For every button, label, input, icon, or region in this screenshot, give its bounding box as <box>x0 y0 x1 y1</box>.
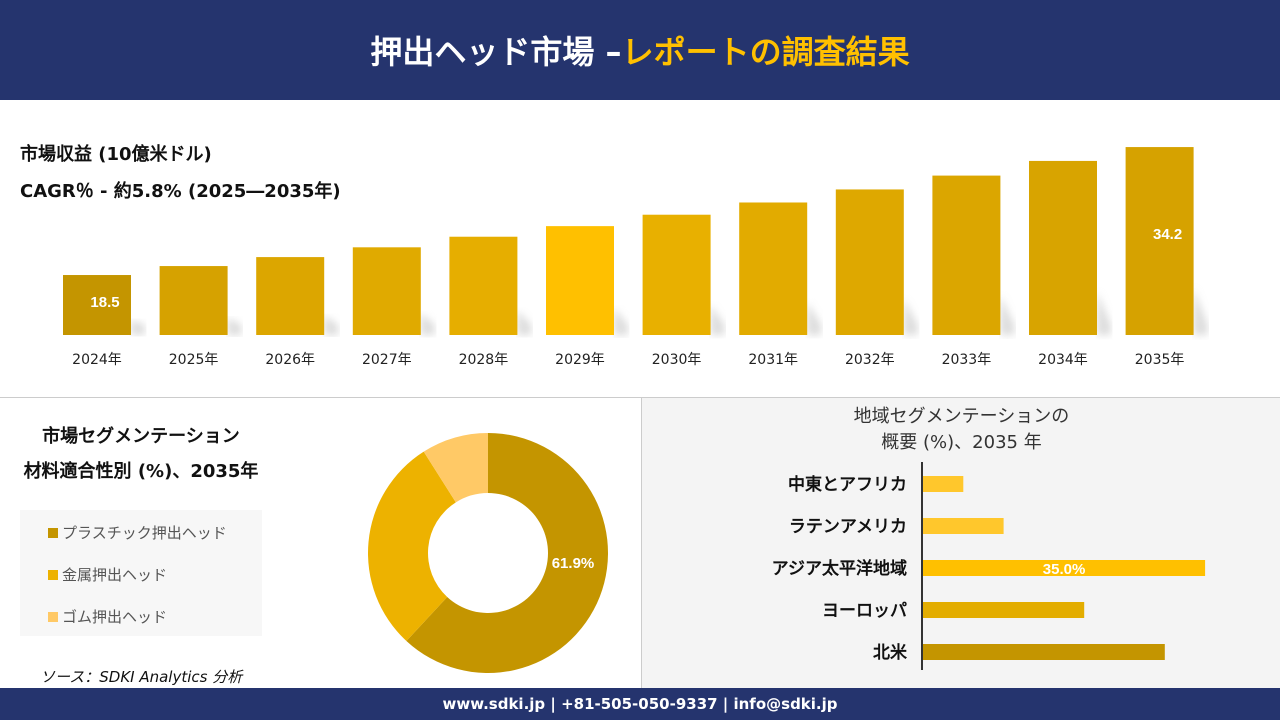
legend-item-rubber: ゴム押出ヘッド <box>48 606 167 627</box>
donut-slice-1 <box>368 451 456 641</box>
material-donut-chart: 61.9% <box>368 433 608 673</box>
cagr-subtitle: CAGR％ - 約5.8% (2025―2035年) <box>20 181 341 202</box>
legend-swatch <box>48 611 58 622</box>
x-tick-label: 2027年 <box>362 352 412 368</box>
region-panel: 地域セグメンテーションの 概要 (%)、2035 年 中東とアフリカ ラテンアメリ… <box>641 398 1280 688</box>
revenue-bar-2026年 <box>256 257 325 335</box>
segment-subtitle: 材料適合性別 (%)、2035年 <box>23 461 259 482</box>
region-title-line2: 概要 (%)、2035 年 <box>881 432 1042 453</box>
region-title-line1: 地域セグメンテーションの <box>853 406 1070 427</box>
legend-item-metal: 金属押出ヘッド <box>48 564 167 585</box>
region-bar-3 <box>923 602 1085 618</box>
revenue-bar-2027年 <box>352 247 421 335</box>
x-tick-label: 2031年 <box>748 352 798 368</box>
x-tick-label: 2030年 <box>652 352 702 368</box>
bar-shadow <box>131 320 145 335</box>
region-label: 北米 <box>873 642 908 663</box>
x-tick-label: 2026年 <box>265 352 315 368</box>
x-tick-label: 2034年 <box>1038 352 1088 368</box>
bar-shadow <box>1000 295 1015 335</box>
revenue-bar-2024年 <box>63 275 131 335</box>
region-title: 地域セグメンテーションの 概要 (%)、2035 年 <box>642 404 1280 456</box>
x-tick-label: 2028年 <box>459 352 509 368</box>
header-banner: 押出ヘッド市場 – レポートの調査結果 <box>0 0 1280 100</box>
title-accent: レポートの調査結果 <box>621 33 910 71</box>
revenue-bar-chart: 2024年 18.5 2025年 2026年 2027年 2028年 2029年 2030年 2… <box>63 147 1208 368</box>
region-label: 中東とアフリカ <box>788 474 907 495</box>
revenue-bar-2029年 <box>546 226 614 335</box>
region-label: アジア太平洋地域 <box>772 558 907 579</box>
segment-title: 市場セグメンテーション <box>42 426 240 447</box>
data-label: 18.5 <box>90 294 119 311</box>
region-label: ヨーロッパ <box>822 601 907 621</box>
region-bar-1 <box>923 518 1004 534</box>
x-tick-label: 2029年 <box>555 352 605 368</box>
region-bar-4 <box>923 644 1165 660</box>
region-label: ラテンアメリカ <box>789 517 907 537</box>
divider <box>0 397 1280 398</box>
bar-shadow <box>1097 291 1111 335</box>
legend-label: プラスチック押出ヘッド <box>62 524 227 542</box>
donut-slice-2 <box>423 433 488 503</box>
title-main: 押出ヘッド市場 – <box>370 33 622 71</box>
legend-label: ゴム押出ヘッド <box>62 608 168 626</box>
data-label: 34.2 <box>1153 226 1182 243</box>
revenue-bar-2028年 <box>449 236 518 335</box>
revenue-bar-2031年 <box>739 202 808 335</box>
revenue-bar-2033年 <box>932 175 1001 335</box>
x-tick-label: 2035年 <box>1135 352 1185 368</box>
region-data-label: 35.0% <box>1043 561 1086 578</box>
donut-slice-0 <box>406 433 608 673</box>
x-tick-label: 2032年 <box>845 352 895 368</box>
x-tick-label: 2025年 <box>169 352 219 368</box>
revenue-bar-2025年 <box>159 266 228 335</box>
bar-shadow <box>807 301 822 335</box>
source-note: ソース：SDKI Analytics 分析 <box>40 668 243 686</box>
bar-shadow <box>710 304 725 335</box>
bar-shadow <box>614 307 628 335</box>
revenue-title: 市場収益 (10億米ドル) <box>20 144 212 165</box>
revenue-bar-2035年 <box>1125 147 1194 335</box>
bar-shadow <box>227 317 242 335</box>
bar-shadow <box>420 313 435 335</box>
revenue-bar-2030年 <box>642 214 711 335</box>
legend-swatch <box>48 527 58 538</box>
region-bar-0 <box>923 476 964 492</box>
revenue-bar-2032年 <box>835 189 904 335</box>
revenue-bar-2034年 <box>1029 160 1097 335</box>
legend-label: 金属押出ヘッド <box>62 566 168 584</box>
region-bar-2 <box>923 560 1206 576</box>
footer-contact: www.sdki.jp | +81-505-050-9337 | info@sd… <box>0 688 1280 720</box>
legend-item-plastic: プラスチック押出ヘッド <box>48 522 227 543</box>
legend-swatch <box>48 569 58 580</box>
bar-shadow <box>903 298 918 335</box>
bar-shadow <box>517 310 532 335</box>
x-tick-label: 2024年 <box>72 352 122 368</box>
donut-legend: プラスチック押出ヘッド 金属押出ヘッド ゴム押出ヘッド <box>20 510 262 636</box>
bar-shadow <box>1193 288 1208 335</box>
donut-data-label: 61.9% <box>552 555 595 572</box>
x-tick-label: 2033年 <box>942 352 992 368</box>
bar-shadow <box>324 315 339 335</box>
